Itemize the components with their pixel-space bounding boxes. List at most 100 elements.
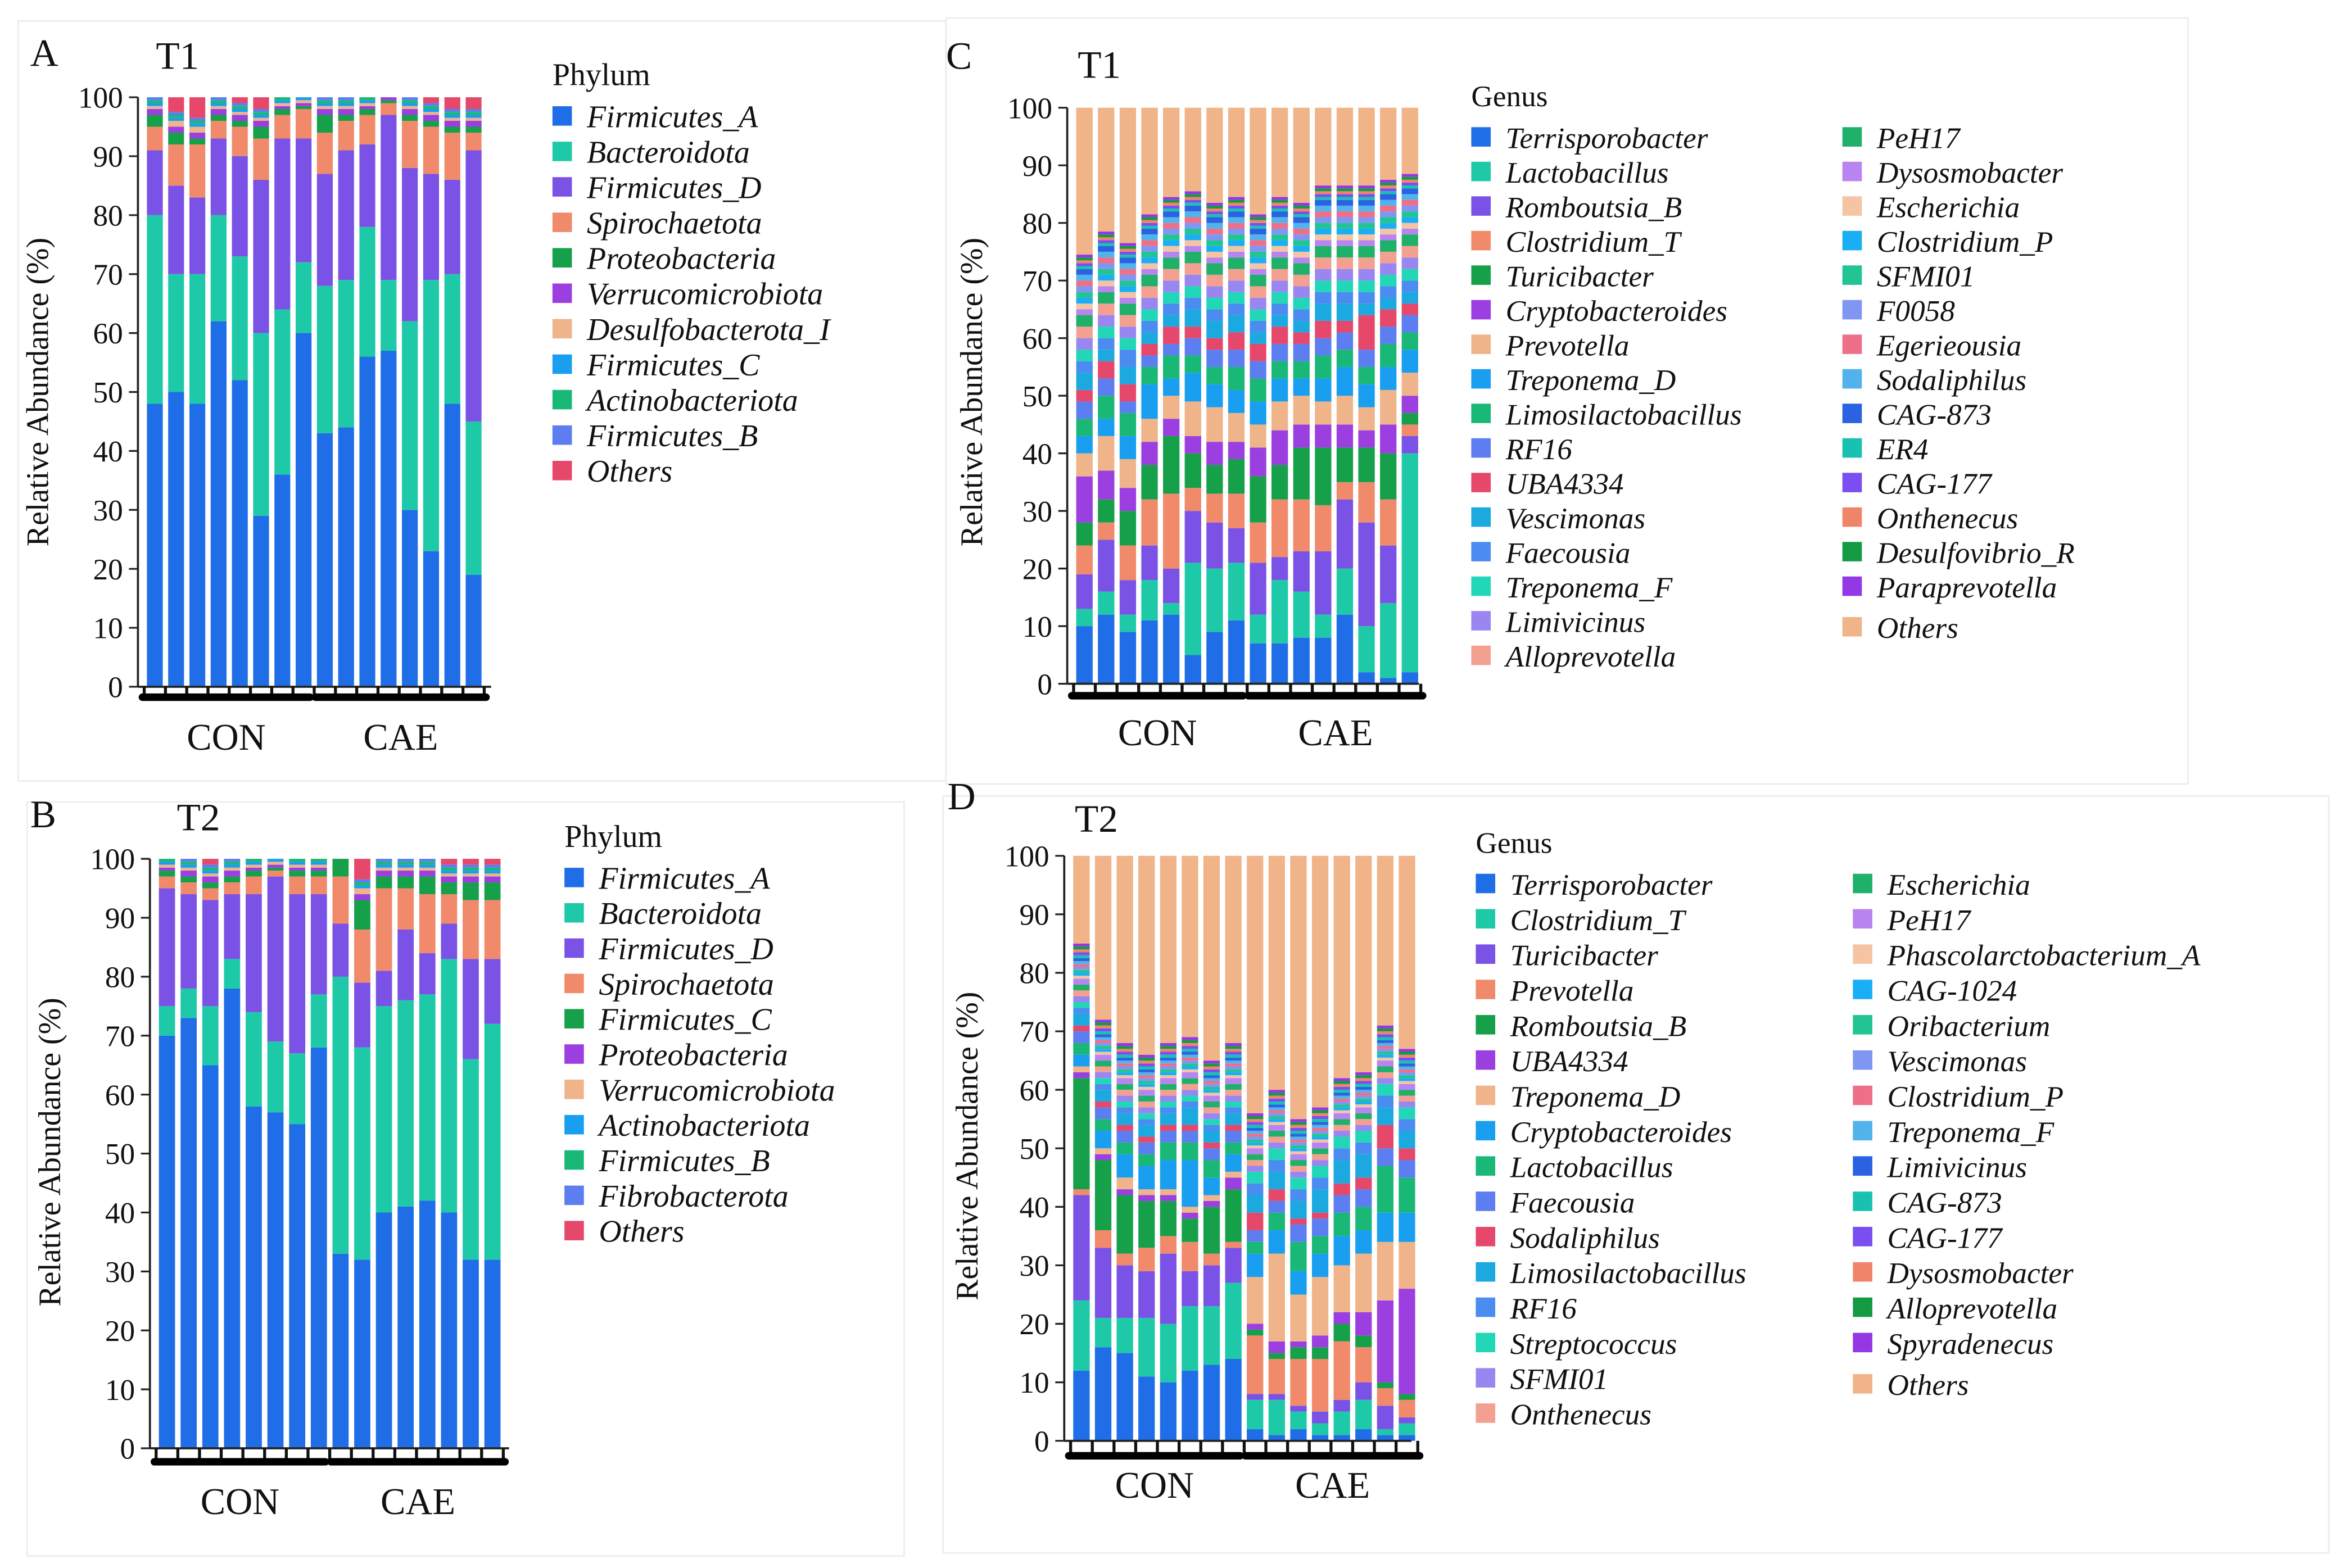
bar-segment	[1333, 1136, 1350, 1149]
legend-label: Paraprevotella	[1876, 571, 2057, 604]
bar-segment	[1380, 205, 1397, 212]
legend-label: Verrucomicrobiota	[599, 1073, 835, 1108]
bar-segment	[465, 112, 482, 115]
bar-segment	[224, 859, 241, 862]
bar-segment	[1315, 240, 1332, 246]
bar-segment	[1333, 855, 1350, 1078]
bar-segment	[1184, 191, 1201, 194]
bar-segment	[1271, 251, 1288, 258]
bar-segment	[1399, 1049, 1415, 1052]
legend-label: Limivicinus	[1505, 606, 1645, 639]
bar-segment	[253, 333, 269, 516]
panel-letter: B	[30, 792, 56, 836]
bar-segment	[359, 103, 375, 106]
bar-segment	[1160, 1253, 1176, 1324]
bar-segment	[295, 103, 312, 106]
legend-item: Turicibacter	[1476, 939, 1658, 972]
bar-segment	[1333, 1148, 1350, 1161]
bar-segment	[1290, 1411, 1307, 1429]
bar-segment	[1206, 384, 1223, 407]
bar-segment	[1311, 1177, 1329, 1190]
bar-segment	[359, 115, 375, 144]
legend-swatch	[1471, 507, 1491, 527]
bar-segment	[147, 103, 163, 106]
legend-swatch	[1853, 873, 1872, 894]
bar-segment	[1206, 493, 1223, 523]
bar-segment	[1358, 672, 1375, 684]
bar-segment	[1271, 292, 1288, 304]
legend-item: Turicibacter	[1471, 260, 1654, 293]
bar-segment	[1141, 320, 1158, 333]
legend-label: Treponema_D	[1506, 364, 1676, 397]
bar-segment	[147, 109, 163, 115]
bar-segment	[1138, 1154, 1155, 1166]
bar-segment	[1141, 620, 1158, 684]
bar-segment	[1141, 384, 1158, 419]
bar-segment	[1355, 1104, 1372, 1108]
bar-segment	[1203, 1063, 1220, 1067]
bar-segment	[1293, 263, 1310, 275]
legend-swatch	[1842, 161, 1862, 182]
bar-segment	[1163, 269, 1180, 281]
bar-segment	[1094, 1040, 1112, 1043]
bar-segment	[1225, 1069, 1242, 1072]
bar-segment	[1160, 1200, 1176, 1236]
bar-segment	[189, 404, 206, 687]
bar-segment	[1290, 1154, 1307, 1161]
bar-segment	[274, 103, 291, 106]
bar-segment	[1160, 1063, 1176, 1067]
bar-segment	[1076, 257, 1093, 261]
bar-segment	[441, 882, 458, 895]
legend-label: Proteobacteria	[586, 242, 776, 277]
bar-segment	[1333, 1324, 1350, 1342]
bar-segment	[1315, 194, 1332, 197]
legend-label: Vescimonas	[1506, 502, 1645, 535]
bar-segment	[1138, 1136, 1155, 1143]
bar-segment	[1098, 419, 1115, 436]
bar-segment	[463, 871, 479, 874]
bar-segment	[381, 100, 397, 103]
legend-label: Alloprevotella	[1886, 1292, 2058, 1325]
bar-column	[1293, 107, 1310, 684]
bar-segment	[1250, 228, 1266, 235]
bar-segment	[168, 97, 184, 112]
bar-segment	[1401, 332, 1418, 350]
bar-segment	[1336, 614, 1354, 684]
bar-segment	[1225, 855, 1242, 1043]
bar-segment	[1203, 1119, 1220, 1125]
bar-segment	[1401, 223, 1418, 229]
bar-segment	[1247, 1230, 1264, 1242]
bar-segment	[1250, 263, 1266, 269]
bar-segment	[1206, 338, 1223, 350]
bar-segment	[1380, 188, 1397, 192]
bar-segment	[1225, 1154, 1242, 1172]
bar-segment	[1380, 191, 1397, 194]
bar-segment	[1098, 470, 1115, 500]
bar-segment	[1098, 280, 1115, 287]
bar-segment	[1315, 637, 1332, 684]
bar-segment	[1119, 436, 1137, 459]
bar-segment	[1228, 292, 1245, 304]
bar-segment	[1184, 197, 1201, 200]
bar-segment	[1268, 1341, 1285, 1353]
bar-segment	[1247, 1139, 1264, 1143]
bar-column	[1333, 855, 1350, 1441]
bar-segment	[1203, 1101, 1220, 1108]
bar-segment	[1228, 211, 1245, 217]
y-tick-label: 30	[93, 494, 123, 527]
bar-segment	[210, 321, 227, 687]
y-tick-label: 10	[1022, 610, 1052, 643]
bar-segment	[1094, 1119, 1112, 1131]
bar-segment	[1380, 179, 1397, 183]
bar-segment	[1141, 419, 1158, 442]
bar-segment	[1355, 1312, 1372, 1336]
bars	[1076, 107, 1418, 684]
bar-segment	[419, 894, 436, 953]
bar-column	[1076, 107, 1093, 684]
legend-label: Lactobacillus	[1505, 156, 1669, 189]
legend-swatch	[1476, 1121, 1496, 1141]
bar-segment	[419, 859, 436, 862]
bar-segment	[1333, 1107, 1350, 1111]
bar-segment	[1225, 1049, 1242, 1052]
